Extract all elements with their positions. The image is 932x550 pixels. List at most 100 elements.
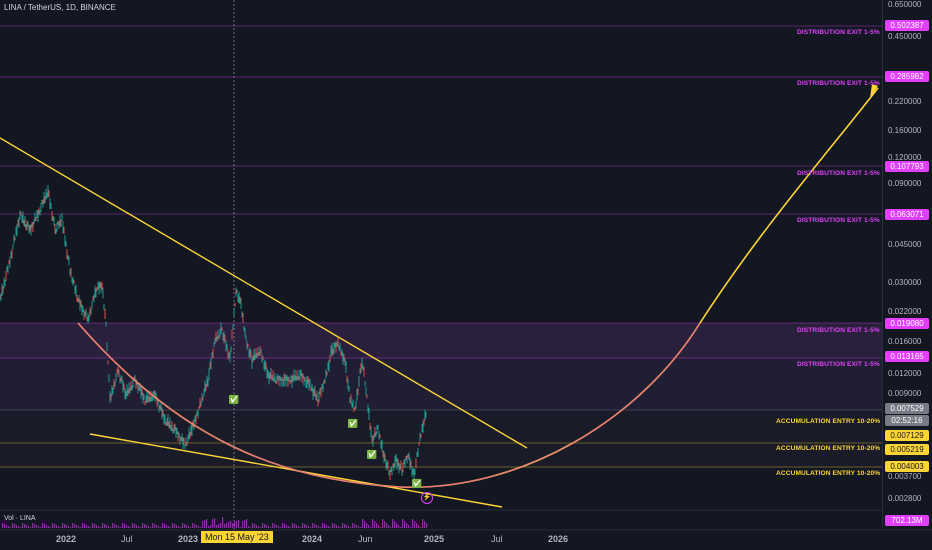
volume-bar xyxy=(130,527,132,528)
volume-bar xyxy=(316,525,318,528)
y-tick: 0.220000 xyxy=(888,97,922,106)
volume-bar xyxy=(404,521,406,528)
distribution-price-badge: 0.502387 xyxy=(885,20,929,31)
volume-bar xyxy=(424,521,426,528)
volume-bar xyxy=(370,527,372,528)
volume-bar xyxy=(140,527,142,528)
volume-bar xyxy=(200,527,202,528)
volume-bar xyxy=(108,526,110,528)
x-tick: 2022 xyxy=(56,534,77,544)
countdown-badge: 02:52:16 xyxy=(885,415,929,426)
volume-bar xyxy=(416,523,418,528)
volume-bar xyxy=(250,527,252,528)
distribution-price-badge: 0.019080 xyxy=(885,318,929,329)
volume-bar xyxy=(340,527,342,528)
y-tick: 0.002800 xyxy=(888,494,922,503)
volume-bars xyxy=(2,517,428,528)
volume-bar xyxy=(126,525,128,528)
distribution-label-5: DISTRIBUTION EXIT 1-5% xyxy=(797,327,880,334)
volume-bar xyxy=(80,527,82,528)
distribution-label-4: DISTRIBUTION EXIT 1-5% xyxy=(797,217,880,224)
symbol-title[interactable]: LINA / TetherUS, 1D, BINANCE xyxy=(4,3,116,12)
volume-bar xyxy=(14,524,16,528)
volume-bar xyxy=(48,526,50,528)
volume-bar xyxy=(2,523,4,528)
volume-bar xyxy=(378,525,380,528)
volume-bar xyxy=(192,523,194,528)
volume-bar xyxy=(426,523,428,528)
y-tick: 0.012000 xyxy=(888,369,922,378)
volume-bar xyxy=(322,523,324,528)
volume-bar xyxy=(52,523,54,528)
volume-bar xyxy=(270,527,272,528)
check-mark-icon: ✅ xyxy=(367,450,377,459)
volume-bar xyxy=(302,523,304,528)
volume-bar xyxy=(172,523,174,528)
volume-bar xyxy=(28,526,30,528)
x-tick: Jul xyxy=(121,534,133,544)
volume-bar xyxy=(328,526,330,528)
volume-bar xyxy=(42,523,44,528)
volume-bar xyxy=(98,526,100,528)
volume-bar xyxy=(96,525,98,528)
rounding-bottom-inner xyxy=(77,322,701,488)
accumulation-label-1: ACCUMULATION ENTRY 10-20% xyxy=(776,418,881,425)
volume-bar xyxy=(190,527,192,528)
volume-bar xyxy=(66,525,68,528)
volume-bar xyxy=(244,520,246,528)
volume-bar xyxy=(54,524,56,528)
volume-bar xyxy=(114,524,116,528)
volume-bar xyxy=(402,519,404,528)
distribution-label-1: DISTRIBUTION EXIT 1-5% xyxy=(797,29,880,36)
volume-bar xyxy=(144,524,146,528)
volume-bar xyxy=(168,526,170,528)
volume-bar xyxy=(386,523,388,528)
volume-bar xyxy=(372,519,374,528)
volume-bar xyxy=(60,527,62,528)
volume-bar xyxy=(236,521,238,528)
volume-bar xyxy=(354,524,356,528)
volume-bar xyxy=(220,523,222,528)
volume-bar xyxy=(242,521,244,528)
volume-bar xyxy=(128,526,130,528)
volume-bar xyxy=(288,526,290,528)
volume-bar xyxy=(20,527,22,528)
volume-bar xyxy=(184,524,186,528)
volume-bar xyxy=(116,525,118,528)
check-mark-icon: ✅ xyxy=(229,395,239,404)
volume-bar xyxy=(260,527,262,528)
volume-bar xyxy=(394,521,396,528)
candles xyxy=(0,185,427,480)
volume-bar xyxy=(30,527,32,528)
accumulation-price-badge: 0.005219 xyxy=(885,444,929,455)
volume-bar xyxy=(164,524,166,528)
volume-bar xyxy=(122,523,124,528)
volume-bar xyxy=(110,527,112,528)
volume-bar xyxy=(306,525,308,528)
x-tick: 2026 xyxy=(548,534,569,544)
volume-bar xyxy=(12,523,14,528)
volume-bar xyxy=(198,526,200,528)
volume-bar xyxy=(408,525,410,528)
volume-bar xyxy=(222,517,224,528)
lightning-icon[interactable]: ⚡ xyxy=(421,492,433,504)
volume-bar xyxy=(142,523,144,528)
volume-bar xyxy=(112,523,114,528)
volume-bar xyxy=(146,525,148,528)
volume-bar xyxy=(246,519,248,528)
y-tick: 0.650000 xyxy=(888,0,922,9)
volume-bar xyxy=(326,525,328,528)
x-tick: 2023 xyxy=(178,534,199,544)
volume-bar xyxy=(298,526,300,528)
volume-bar xyxy=(232,523,234,528)
volume-bar xyxy=(150,527,152,528)
distribution-zone xyxy=(0,323,882,358)
volume-title[interactable]: Vol · LINA xyxy=(4,515,36,522)
y-tick: 0.160000 xyxy=(888,126,922,135)
volume-bar xyxy=(300,527,302,528)
volume-bar xyxy=(358,526,360,528)
volume-bar xyxy=(226,523,228,528)
x-tick: 2025 xyxy=(424,534,445,544)
volume-bar xyxy=(82,523,84,528)
